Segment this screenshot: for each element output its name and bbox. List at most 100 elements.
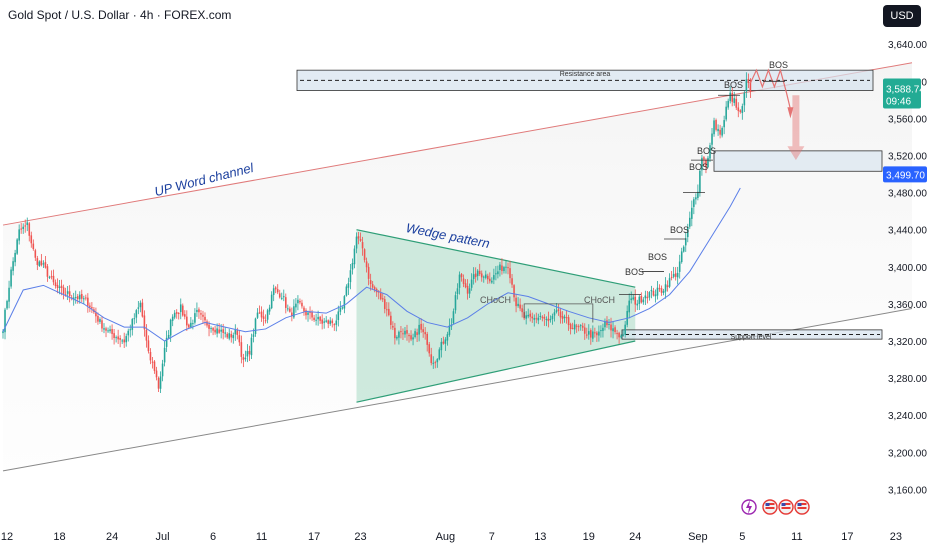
- candle: [381, 298, 384, 300]
- flag-stripe: [765, 503, 775, 505]
- candle: [537, 317, 540, 321]
- x-tick-label: 17: [308, 531, 320, 543]
- candle: [636, 303, 639, 306]
- candle: [616, 333, 618, 335]
- candle: [739, 110, 742, 113]
- candle: [402, 333, 404, 335]
- candle: [713, 120, 715, 135]
- candle: [287, 308, 289, 310]
- candle: [309, 311, 311, 313]
- candle: [733, 98, 736, 103]
- candle: [749, 82, 752, 92]
- candle: [747, 78, 750, 83]
- candle: [325, 320, 327, 322]
- candle: [406, 330, 408, 334]
- candle: [656, 287, 659, 296]
- support-label: Support level: [731, 334, 772, 341]
- candle: [22, 226, 24, 230]
- candle: [305, 310, 307, 316]
- candle: [147, 340, 150, 352]
- x-tick-label: 17: [841, 531, 853, 543]
- candle: [14, 252, 16, 263]
- candle: [56, 284, 59, 288]
- marker-price-badge: [883, 166, 927, 183]
- candle: [169, 319, 172, 336]
- flag-stripe: [797, 503, 807, 505]
- candle: [511, 278, 513, 285]
- resistance-label: Resistance area: [560, 71, 611, 78]
- candle: [594, 332, 596, 334]
- candle: [727, 100, 729, 108]
- x-tick-label: 23: [354, 531, 366, 543]
- candle: [349, 270, 352, 283]
- candle: [569, 324, 572, 329]
- candle: [371, 284, 374, 288]
- candle: [527, 314, 529, 317]
- candle: [339, 307, 342, 312]
- candle: [638, 296, 641, 304]
- candle: [317, 316, 319, 320]
- candle: [192, 323, 194, 325]
- candle: [598, 331, 600, 336]
- flag-stripe: [781, 503, 791, 505]
- candle: [460, 273, 463, 278]
- candle: [175, 312, 178, 314]
- candle: [200, 313, 202, 315]
- candle: [155, 370, 158, 378]
- candle: [563, 316, 566, 319]
- candle: [588, 331, 590, 335]
- candle: [254, 318, 257, 335]
- candle: [109, 329, 111, 332]
- candle: [258, 312, 261, 314]
- candle: [549, 319, 552, 321]
- candle: [4, 309, 6, 333]
- marker-price-label: 3,499.70: [886, 170, 925, 181]
- y-tick-label: 3,400.00: [888, 263, 927, 274]
- candle: [99, 319, 101, 322]
- candle: [418, 324, 420, 335]
- candle: [210, 328, 212, 330]
- candle: [618, 332, 620, 338]
- candle: [731, 92, 734, 102]
- candle: [737, 107, 740, 112]
- candle: [10, 269, 12, 287]
- candle: [333, 324, 336, 326]
- candle: [440, 341, 443, 351]
- candle: [565, 317, 568, 319]
- candle: [242, 357, 245, 360]
- candle: [341, 307, 344, 309]
- currency-button[interactable]: USD: [883, 5, 921, 27]
- candle: [161, 363, 164, 377]
- candle: [264, 320, 267, 322]
- candle: [614, 327, 616, 333]
- candle: [446, 334, 449, 341]
- candle: [557, 309, 560, 311]
- candle: [20, 228, 22, 230]
- flag-canton: [765, 503, 770, 506]
- candle: [715, 119, 717, 130]
- candle: [501, 265, 503, 272]
- bos-label: BOS: [648, 252, 667, 262]
- candle: [167, 334, 170, 339]
- x-tick-label: 19: [583, 531, 595, 543]
- candle: [642, 299, 645, 303]
- candle: [268, 307, 271, 312]
- candle: [202, 314, 204, 317]
- candle: [664, 284, 667, 292]
- candle: [612, 328, 614, 332]
- candle: [426, 333, 428, 345]
- candle: [462, 278, 465, 284]
- flag-canton: [781, 503, 786, 506]
- choch-box: [523, 303, 594, 323]
- candle: [58, 286, 61, 288]
- x-tick-label: Jul: [156, 531, 170, 543]
- candle: [539, 315, 542, 317]
- candle: [190, 322, 192, 328]
- candle: [531, 316, 534, 319]
- candle: [509, 268, 511, 279]
- candle: [327, 320, 330, 324]
- x-tick-label: 24: [629, 531, 641, 543]
- candle: [394, 327, 396, 339]
- candle: [262, 316, 265, 319]
